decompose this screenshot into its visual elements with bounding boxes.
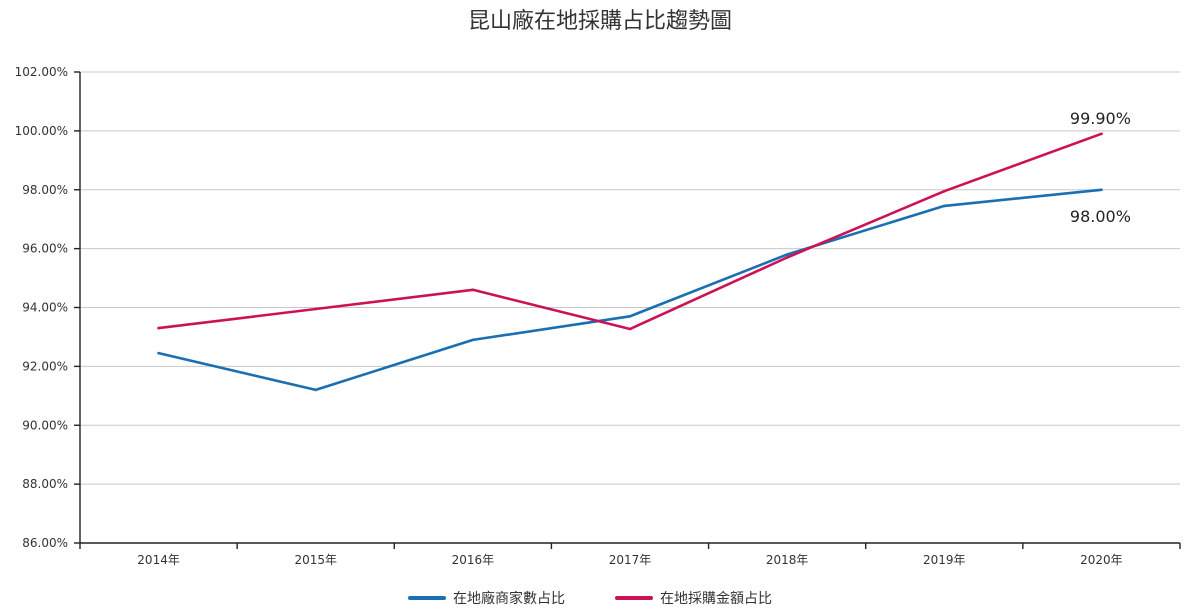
data-point: [785, 256, 789, 259]
x-tick-label: 2018年: [766, 553, 809, 567]
data-point: [1100, 132, 1103, 136]
data-point: [628, 315, 632, 318]
x-tick-label: 2017年: [609, 553, 652, 567]
grid-layer: [80, 71, 1180, 485]
x-tick-label: 2016年: [452, 553, 495, 567]
legend-label: 在地採購金額占比: [660, 591, 772, 607]
x-tick-label: 2019年: [923, 553, 966, 567]
data-point: [157, 326, 160, 330]
data-point: [314, 388, 318, 392]
series-line-1: [157, 188, 1103, 392]
y-tick-label: 102.00%: [15, 65, 68, 79]
y-tick-label: 94.00%: [22, 301, 68, 315]
data-point: [157, 351, 160, 355]
y-tick-label: 90.00%: [22, 418, 68, 432]
data-point: [628, 327, 632, 331]
y-tick-label: 92.00%: [22, 359, 68, 373]
x-tick-label: 2020年: [1080, 553, 1123, 567]
legend: 在地廠商家數占比 在地採購金額占比: [408, 590, 772, 607]
y-tick-label: 100.00%: [15, 124, 68, 138]
label-layer: 99.90% 98.00%: [1070, 109, 1131, 226]
axis-layer: 86.00% 88.00% 90.00% 92.00% 94.00% 96.00% 98.0…: [15, 65, 1181, 567]
data-point: [1100, 188, 1103, 192]
data-label: 99.90%: [1070, 109, 1131, 128]
y-tick-label: 96.00%: [22, 242, 68, 256]
x-tick-label: 2014年: [137, 553, 180, 567]
data-point: [314, 307, 318, 311]
y-tick-label: 98.00%: [22, 183, 68, 197]
data-point: [942, 204, 946, 208]
data-point: [471, 288, 475, 292]
x-tick-label: 2015年: [294, 553, 337, 567]
legend-label: 在地廠商家數占比: [453, 590, 565, 607]
data-point: [785, 253, 789, 256]
y-tick-label: 88.00%: [22, 477, 68, 491]
chart-title: 昆山廠在地採購占比趨勢圖: [468, 9, 732, 34]
series-layer: [157, 132, 1103, 392]
y-tick-label: 86.00%: [22, 536, 68, 550]
data-point: [471, 338, 475, 342]
data-point: [942, 189, 946, 193]
series-line-2: [157, 132, 1103, 331]
data-label: 98.00%: [1070, 207, 1131, 226]
